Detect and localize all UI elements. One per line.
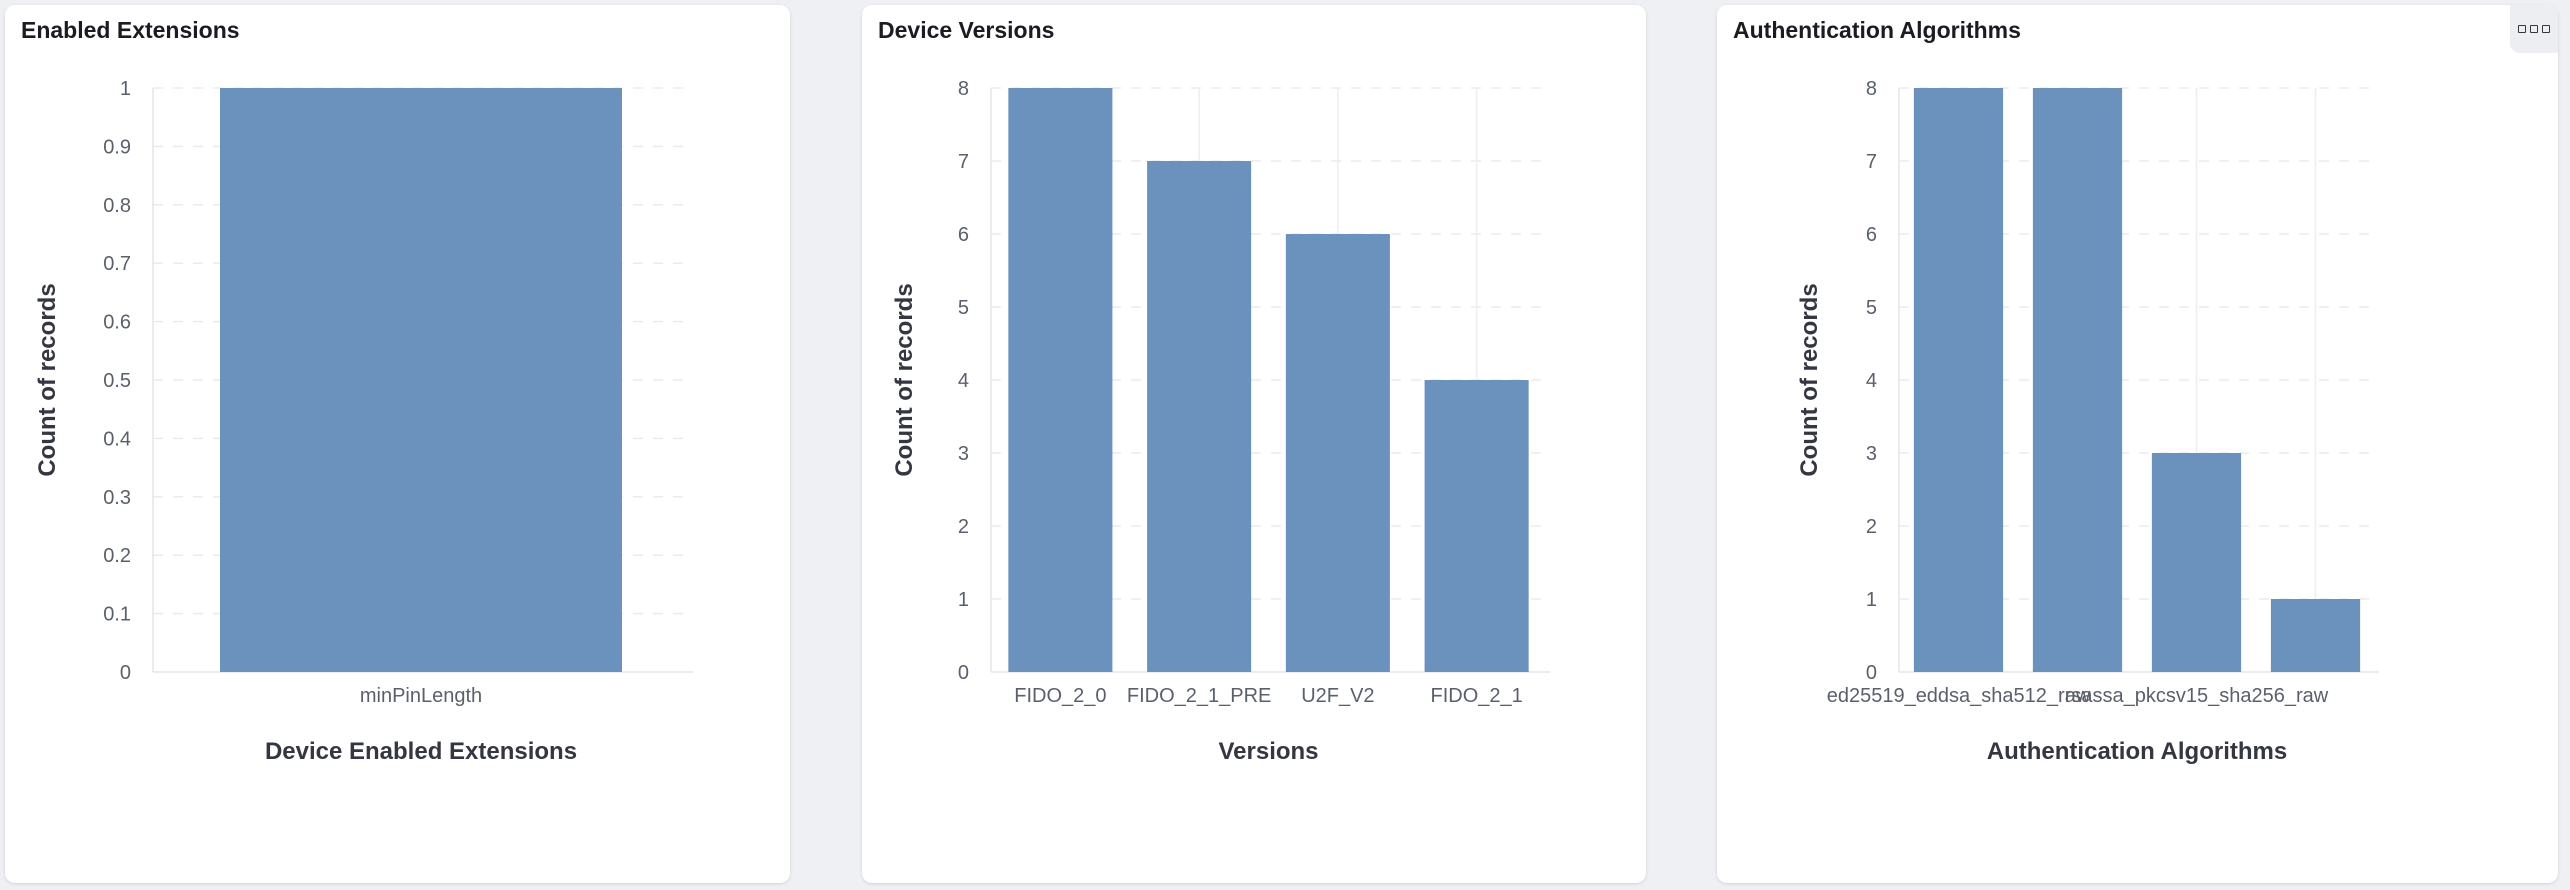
- y-tick-label: 6: [958, 224, 969, 246]
- bar: [1424, 380, 1529, 672]
- x-axis-title: Authentication Algorithms: [1987, 738, 2287, 765]
- y-tick-label: 0.8: [103, 195, 131, 217]
- y-tick-label: 7: [1866, 151, 1877, 173]
- y-tick-label: 2: [1866, 516, 1877, 538]
- panel-authentication-algorithms: 0 1 2 3 4 5 6 7 8 ed25519_eddsa_sha512_raw rsassa_…: [1717, 5, 2558, 883]
- x-tick-label: ed25519_eddsa_sha512_raw: [1827, 685, 2091, 707]
- y-tick-label: 4: [958, 370, 969, 392]
- y-tick-label: 8: [958, 78, 969, 100]
- y-tick-label: 2: [958, 516, 969, 538]
- y-tick-label: 6: [1866, 224, 1877, 246]
- y-tick-label: 1: [958, 589, 969, 611]
- x-tick-label: FIDO_2_1_PRE: [1127, 685, 1272, 707]
- y-axis-title: Count of records: [891, 283, 918, 476]
- y-tick-label: 0.2: [103, 545, 131, 567]
- y-tick-label: 0.9: [103, 136, 131, 158]
- y-tick-label: 1: [1866, 589, 1877, 611]
- bar: [220, 88, 622, 672]
- y-tick-label: 0: [958, 662, 969, 684]
- y-tick-label: 5: [958, 297, 969, 319]
- y-tick-label: 0.3: [103, 487, 131, 509]
- x-tick-label: FIDO_2_0: [1014, 685, 1106, 707]
- y-tick-label: 0.1: [103, 604, 131, 626]
- bar: [2270, 599, 2361, 672]
- ellipsis-boxes-icon: [2530, 25, 2538, 33]
- bar: [2032, 88, 2123, 672]
- chart-authentication-algorithms: 0 1 2 3 4 5 6 7 8 ed25519_eddsa_sha512_rawrsassa_…: [1796, 78, 2379, 765]
- y-tick-label: 5: [1866, 297, 1877, 319]
- panel-options-button[interactable]: [2510, 5, 2558, 53]
- panel-enabled-extensions: 0 0.1 0.2 0.3 0.4 0.5 0.6 0.7 0.8 0.9 1 minPinLengt…: [5, 5, 790, 883]
- y-tick-label: 7: [958, 151, 969, 173]
- bar: [1008, 88, 1113, 672]
- bar: [1147, 161, 1252, 672]
- ellipsis-boxes-icon: [2518, 25, 2526, 33]
- y-axis-title: Count of records: [1796, 283, 1823, 476]
- y-tick-label: 1: [120, 78, 131, 100]
- y-tick-label: 0.5: [103, 370, 131, 392]
- y-tick-label: 0.7: [103, 253, 131, 275]
- chart-enabled-extensions: 0 0.1 0.2 0.3 0.4 0.5 0.6 0.7 0.8 0.9 1 minPinLengt…: [34, 78, 693, 765]
- y-axis-title: Count of records: [34, 283, 61, 476]
- y-tick-label: 0.6: [103, 312, 131, 334]
- bar: [1285, 234, 1390, 672]
- panel-title: Authentication Algorithms: [1733, 17, 2021, 43]
- panel-device-versions: 0 1 2 3 4 5 6 7 8 FIDO_2_0 FIDO_2_1_PRE U2F_V2 FIDO_…: [862, 5, 1646, 883]
- x-tick-label: rsassa_pkcsv15_sha256_raw: [2065, 685, 2329, 707]
- x-tick-label: minPinLength: [360, 685, 482, 707]
- chart-device-versions: 0 1 2 3 4 5 6 7 8 FIDO_2_0 FIDO_2_1_PRE U2F_V2 FIDO_…: [891, 78, 1550, 765]
- x-axis-title: Versions: [1218, 738, 1318, 765]
- panel-title: Enabled Extensions: [21, 17, 240, 43]
- y-tick-label: 0: [1866, 662, 1877, 684]
- ellipsis-boxes-icon: [2542, 25, 2550, 33]
- y-tick-label: 0.4: [103, 428, 131, 450]
- x-tick-label: FIDO_2_1: [1430, 685, 1522, 707]
- y-tick-label: 4: [1866, 370, 1877, 392]
- y-tick-label: 3: [958, 443, 969, 465]
- x-axis-title: Device Enabled Extensions: [265, 738, 577, 765]
- x-tick-label: U2F_V2: [1301, 685, 1374, 707]
- bar: [2151, 453, 2242, 672]
- y-tick-label: 0: [120, 662, 131, 684]
- bar: [1913, 88, 2004, 672]
- panel-title: Device Versions: [878, 17, 1055, 43]
- y-tick-label: 3: [1866, 443, 1877, 465]
- y-tick-label: 8: [1866, 78, 1877, 100]
